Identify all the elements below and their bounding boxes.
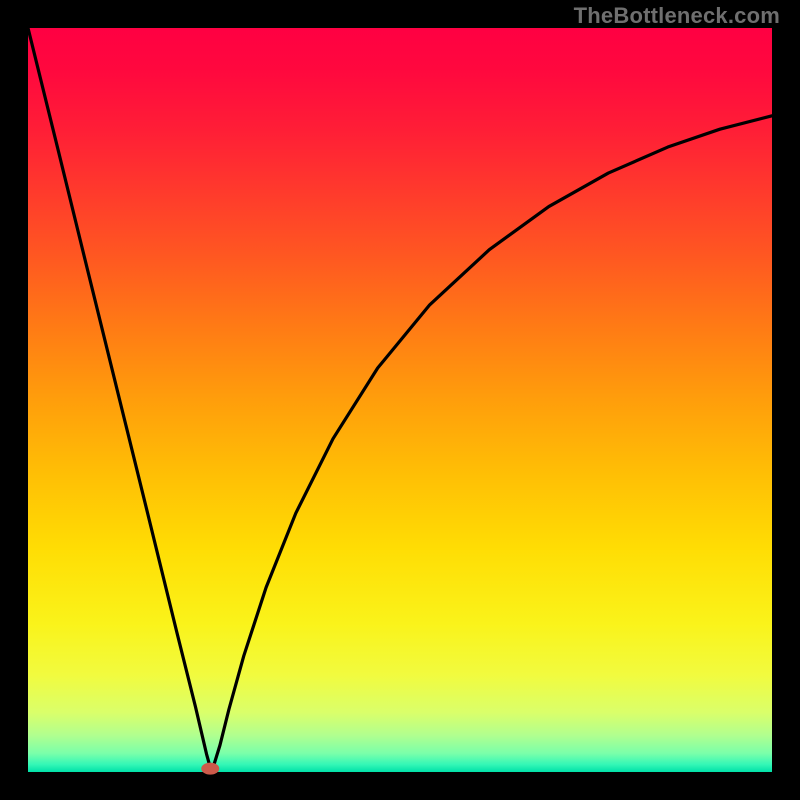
bottleneck-chart	[0, 0, 800, 800]
optimal-point-marker	[201, 763, 219, 775]
plot-background	[28, 28, 772, 772]
bottleneck-chart-card: TheBottleneck.com	[0, 0, 800, 800]
